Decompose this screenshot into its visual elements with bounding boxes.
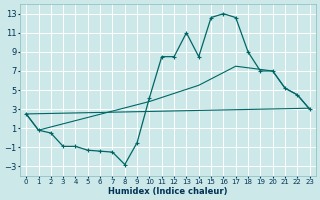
X-axis label: Humidex (Indice chaleur): Humidex (Indice chaleur) xyxy=(108,187,228,196)
